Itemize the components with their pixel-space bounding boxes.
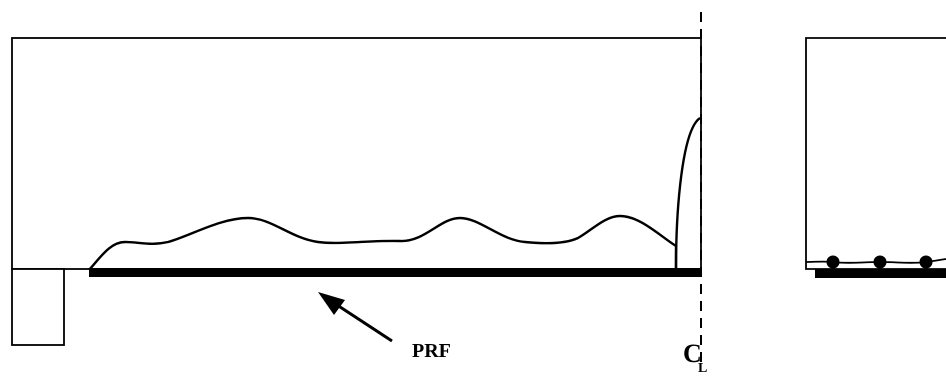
prf-arrow-shaft <box>333 301 393 343</box>
rebar-dot-2 <box>873 255 887 269</box>
stress-peak-curve <box>674 117 701 269</box>
prf-arrow-head <box>318 292 345 315</box>
centerline-symbol: C <box>683 339 702 368</box>
support-block <box>11 268 65 346</box>
crack-profile-curve <box>88 214 678 271</box>
cross-section-outline <box>805 37 946 270</box>
prf-label: PRF <box>412 340 451 362</box>
rebar-dot-3 <box>919 255 933 269</box>
rebar-dot-1 <box>826 255 840 269</box>
prf-plate <box>89 268 702 277</box>
beam-outline <box>11 37 702 270</box>
centerline-symbol-sub: L <box>698 361 707 376</box>
cross-section-prf-plate <box>815 269 946 278</box>
